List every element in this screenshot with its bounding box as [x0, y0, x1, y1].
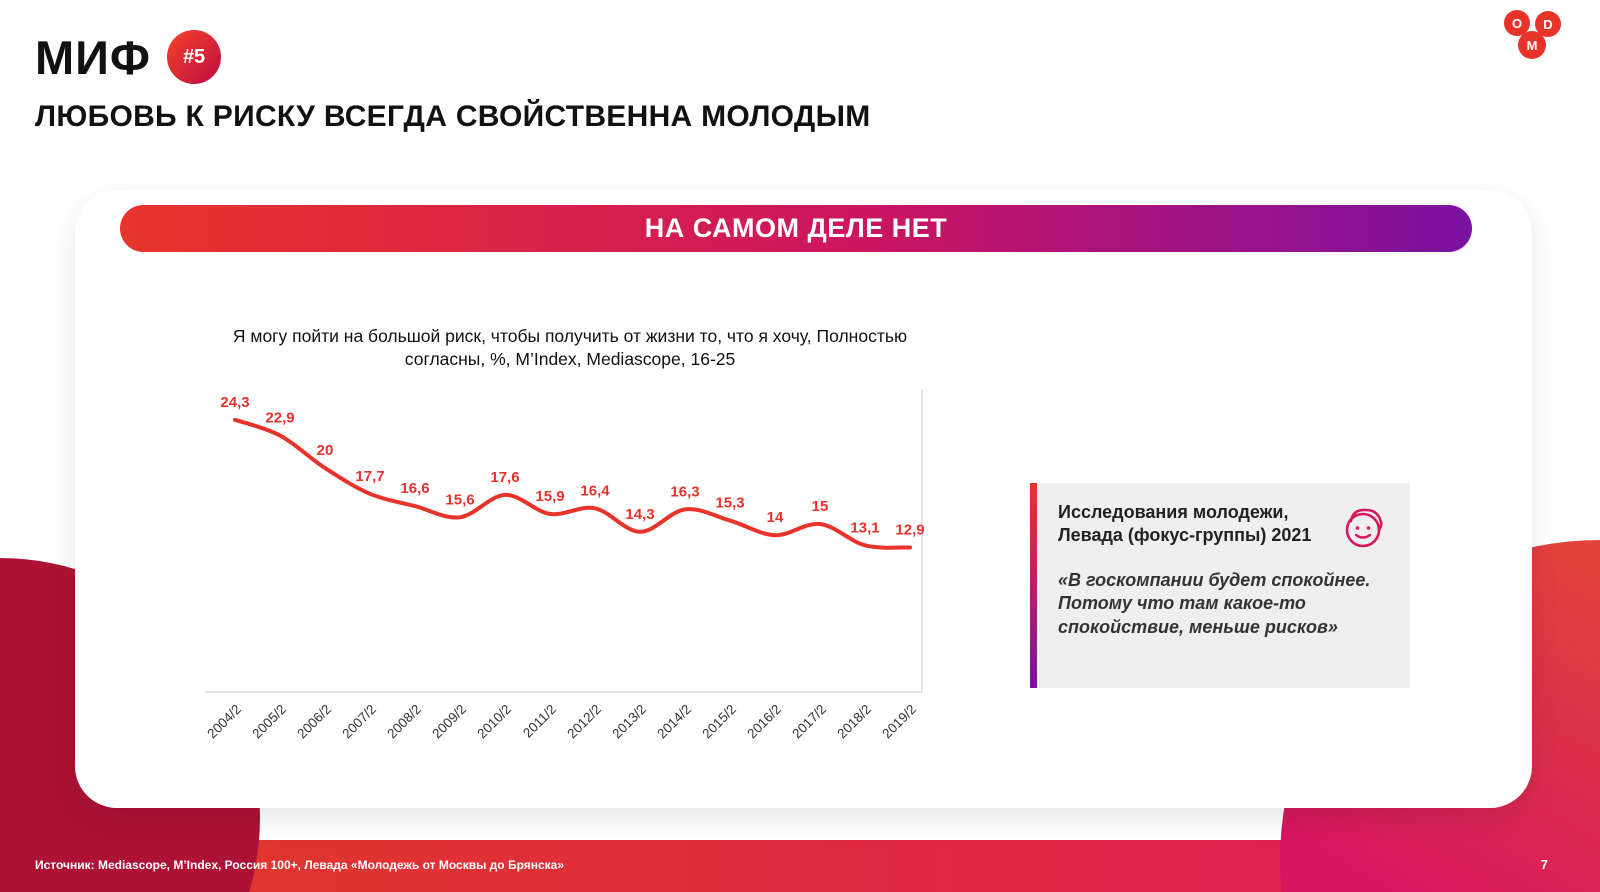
data-point-label: 12,9	[895, 522, 924, 539]
x-tick-label: 2017/2	[789, 702, 829, 742]
x-tick-label: 2008/2	[384, 702, 424, 742]
page-number: 7	[1540, 857, 1548, 872]
x-tick-label: 2016/2	[744, 702, 784, 742]
chart-title: Я могу пойти на большой риск, чтобы полу…	[232, 326, 908, 369]
logo-circle-o	[1504, 10, 1530, 36]
data-point-label: 14,3	[625, 506, 654, 523]
myth-row: МИФ #5	[35, 30, 871, 84]
chart-svg: 24,3 22,9 20 17,7 16,6 15,6 17,6 15,9 16,4 14,3 16…	[204, 390, 925, 742]
myth-number-badge: #5	[167, 30, 222, 84]
x-tick-label: 2004/2	[204, 702, 244, 742]
content-card: НА САМОМ ДЕЛЕ НЕТ Я могу пойти на большо…	[75, 190, 1532, 808]
x-tick-label: 2009/2	[429, 702, 469, 742]
quote-accent-bar	[1030, 483, 1037, 688]
data-point-label: 16,6	[400, 480, 429, 497]
quote-head: Исследования молодежи, Левада (фокус-гру…	[1058, 501, 1390, 553]
data-point-label: 22,9	[265, 410, 294, 427]
logo-circle-m	[1518, 31, 1546, 59]
logo-circle-d	[1535, 11, 1561, 37]
answer-banner: НА САМОМ ДЕЛЕ НЕТ	[120, 205, 1472, 252]
logo-letter-o: O	[1512, 16, 1522, 31]
slide-title: ЛЮБОВЬ К РИСКУ ВСЕГДА СВОЙСТВЕННА МОЛОДЫ…	[35, 100, 871, 133]
data-point-label: 17,6	[490, 469, 519, 486]
x-tick-label: 2018/2	[834, 702, 874, 742]
data-point-label: 15	[812, 498, 829, 515]
data-point-label: 16,4	[580, 482, 610, 499]
quote-box: Исследования молодежи, Левада (фокус-гру…	[1030, 483, 1410, 688]
x-tick-label: 2014/2	[654, 702, 694, 742]
x-tick-label: 2006/2	[294, 702, 334, 742]
data-point-label: 20	[317, 442, 334, 459]
data-point-label: 15,6	[445, 491, 474, 508]
data-point-label: 24,3	[220, 394, 249, 411]
x-tick-label: 2019/2	[879, 702, 919, 742]
answer-banner-text: НА САМОМ ДЕЛЕ НЕТ	[644, 213, 948, 243]
x-tick-label: 2012/2	[564, 702, 604, 742]
slide-header: МИФ #5 ЛЮБОВЬ К РИСКУ ВСЕГДА СВОЙСТВЕННА…	[35, 30, 871, 134]
logo-letter-d: D	[1543, 17, 1552, 32]
logo-letter-m: M	[1527, 38, 1538, 53]
data-point-label: 17,7	[355, 468, 384, 485]
quote-text: «В госкомпании будет спокойнее. Потому ч…	[1058, 570, 1371, 637]
data-point-label: 15,9	[535, 488, 564, 505]
risk-trend-line	[233, 417, 912, 550]
data-point-label: 15,3	[715, 495, 744, 512]
x-tick-label: 2005/2	[249, 702, 289, 742]
data-point-label: 13,1	[850, 519, 879, 536]
youth-face-icon	[1345, 508, 1383, 548]
x-tick-label: 2011/2	[520, 702, 559, 741]
x-tick-label: 2013/2	[609, 702, 649, 742]
data-point-label: 14	[767, 509, 784, 526]
quote-box-title: Исследования молодежи, Левада (фокус-гру…	[1058, 502, 1312, 545]
omd-logo: O D M	[1504, 10, 1561, 59]
data-point-label: 16,3	[670, 483, 699, 500]
x-tick-label: 2010/2	[474, 702, 514, 742]
myth-label: МИФ	[35, 30, 152, 84]
source-note: Источник: Mediascope, M’Index, Россия 10…	[35, 858, 565, 872]
chart-series-group: 24,3 22,9 20 17,7 16,6 15,6 17,6 15,9 16,4 14,3 16…	[204, 394, 924, 742]
x-tick-label: 2007/2	[339, 702, 379, 742]
x-tick-label: 2015/2	[699, 702, 739, 742]
